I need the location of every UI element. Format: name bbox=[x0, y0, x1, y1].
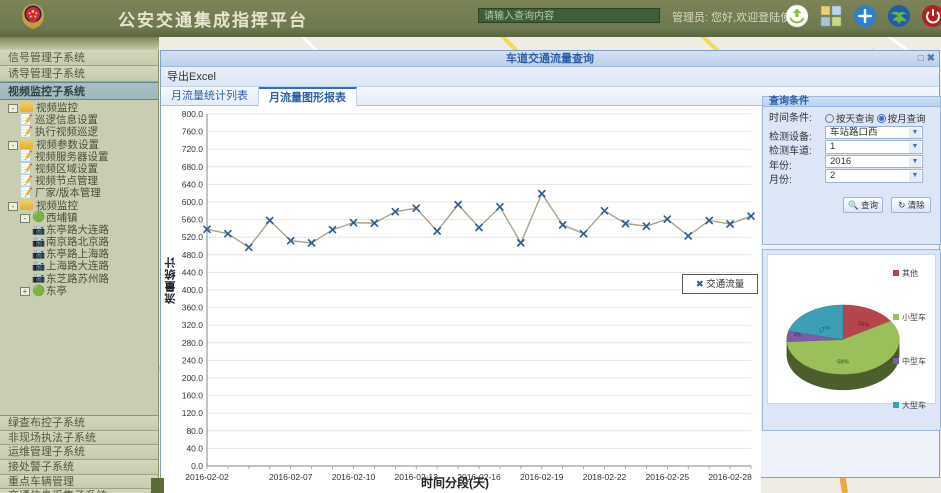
svg-text:2018-02-22: 2018-02-22 bbox=[583, 472, 627, 482]
svg-text:2016-02-07: 2016-02-07 bbox=[269, 472, 313, 482]
svg-text:58%: 58% bbox=[837, 359, 849, 365]
svg-text:760.0: 760.0 bbox=[182, 127, 204, 137]
svg-text:520.0: 520.0 bbox=[182, 232, 204, 242]
svg-text:440.0: 440.0 bbox=[182, 267, 204, 277]
svg-text:800.0: 800.0 bbox=[182, 109, 204, 119]
svg-text:280.0: 280.0 bbox=[182, 338, 204, 348]
svg-text:200.0: 200.0 bbox=[182, 373, 204, 383]
svg-text:680.0: 680.0 bbox=[182, 162, 204, 172]
svg-text:40.0: 40.0 bbox=[186, 443, 203, 453]
svg-text:160.0: 160.0 bbox=[182, 391, 204, 401]
svg-text:2016-02-19: 2016-02-19 bbox=[520, 472, 564, 482]
svg-text:320.0: 320.0 bbox=[182, 320, 204, 330]
svg-text:360.0: 360.0 bbox=[182, 303, 204, 313]
svg-text:400.0: 400.0 bbox=[182, 285, 204, 295]
svg-text:2016-02-28: 2016-02-28 bbox=[708, 472, 752, 482]
svg-text:240.0: 240.0 bbox=[182, 355, 204, 365]
svg-text:2016-02-02: 2016-02-02 bbox=[185, 472, 229, 482]
svg-text:80.0: 80.0 bbox=[186, 426, 203, 436]
svg-text:0.0: 0.0 bbox=[191, 461, 203, 471]
svg-text:560.0: 560.0 bbox=[182, 215, 204, 225]
svg-text:2016-02-25: 2016-02-25 bbox=[646, 472, 690, 482]
svg-text:4%: 4% bbox=[794, 333, 802, 339]
svg-text:480.0: 480.0 bbox=[182, 250, 204, 260]
svg-text:720.0: 720.0 bbox=[182, 144, 204, 154]
svg-text:120.0: 120.0 bbox=[182, 408, 204, 418]
svg-text:600.0: 600.0 bbox=[182, 197, 204, 207]
svg-text:640.0: 640.0 bbox=[182, 179, 204, 189]
svg-text:2016-02-10: 2016-02-10 bbox=[332, 472, 376, 482]
